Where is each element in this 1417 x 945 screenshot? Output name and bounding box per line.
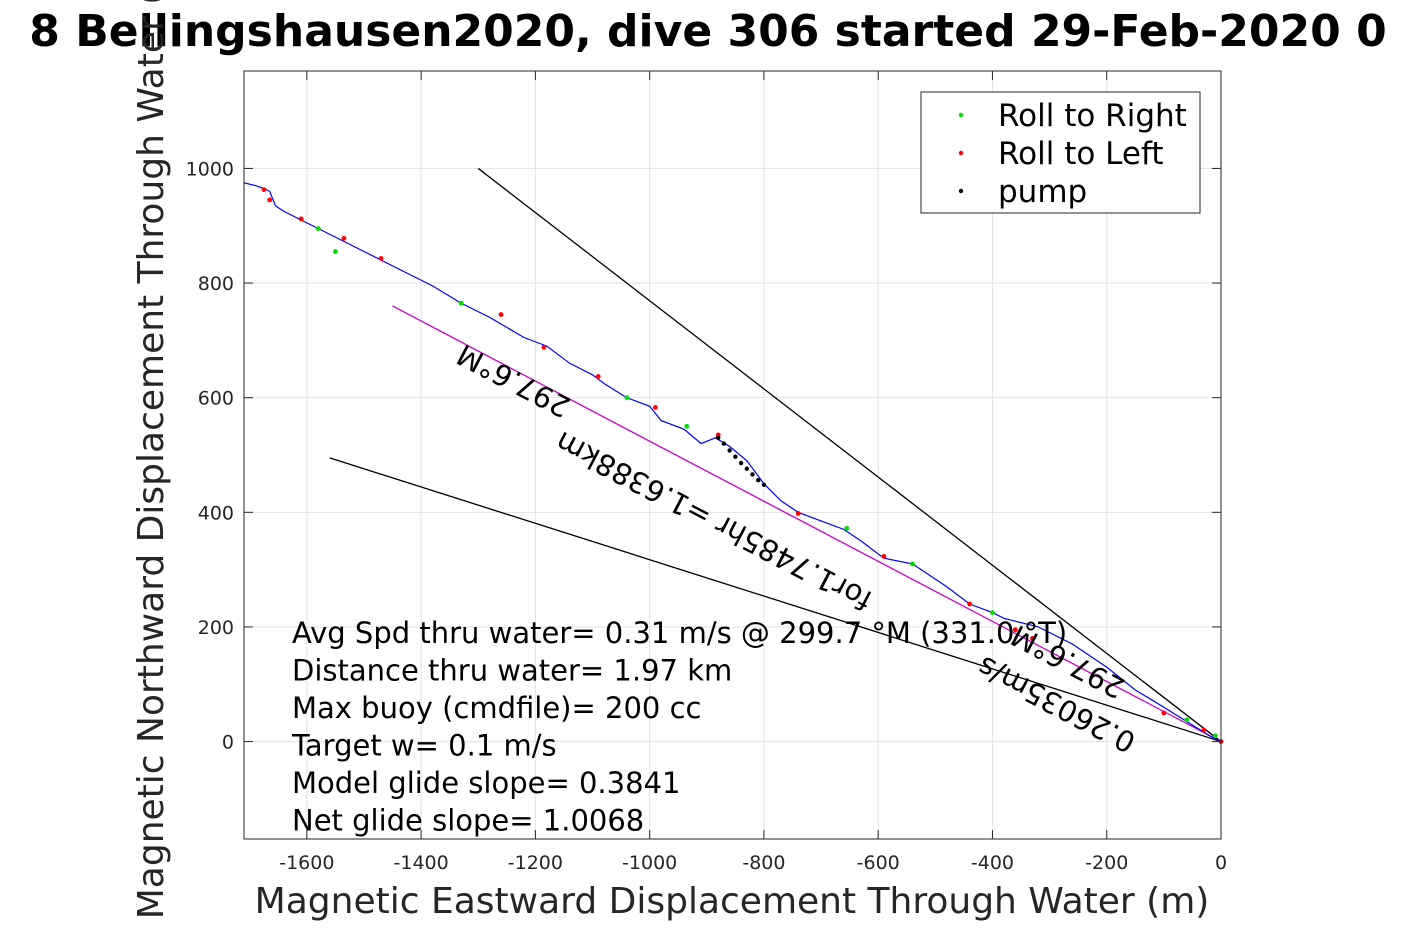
stats-line: Target w= 0.1 m/s	[291, 729, 557, 763]
pump-point	[733, 454, 738, 459]
stats-line: Net glide slope= 1.0068	[292, 804, 644, 838]
roll-right-point	[684, 423, 690, 429]
roll-right-point	[990, 610, 995, 616]
roll-left-point	[1030, 636, 1035, 641]
legend-label: pump	[998, 174, 1087, 210]
y-axis-title: Magnetic Northward Displacement Through …	[131, 0, 172, 919]
legend-marker	[958, 112, 964, 118]
roll-left-point	[298, 216, 304, 222]
roll-left-point	[498, 312, 504, 317]
roll-left-point	[341, 235, 347, 241]
roll-left-point	[378, 256, 384, 261]
pump-point	[716, 435, 721, 441]
y-tick-label: 0	[222, 732, 234, 754]
x-tick-label: -1600	[279, 852, 334, 874]
x-tick-label: -400	[971, 852, 1014, 874]
dive-track-line	[243, 182, 1222, 743]
stats-block: Avg Spd thru water= 0.31 m/s @ 299.7 °M …	[291, 616, 1067, 838]
pump-point	[727, 448, 732, 453]
x-tick-label: 0	[1215, 852, 1227, 874]
roll-left-point	[1201, 727, 1207, 733]
pump-point	[738, 460, 744, 466]
glide-lines	[329, 167, 1222, 743]
roll-right-point	[844, 525, 850, 531]
roll-left-point	[267, 197, 273, 203]
roll-left-point	[595, 374, 601, 379]
pump-point	[761, 482, 767, 488]
heading-line	[392, 305, 1222, 743]
pump-point	[750, 472, 755, 477]
stats-line: Distance thru water= 1.97 km	[292, 654, 732, 688]
roll-right-point	[333, 249, 338, 254]
pump-point	[756, 478, 761, 483]
axis-ticks: -1600 -1400 -1200 -1000 -800 -600 -400 -200 0 0 20…	[186, 71, 1227, 874]
pump-point	[744, 466, 749, 471]
roll-left-point	[881, 554, 887, 559]
stats-line: Max buoy (cmdfile)= 200 cc	[292, 691, 701, 725]
legend-marker	[958, 150, 964, 156]
roll-right-point	[1212, 733, 1218, 739]
roll-right-point	[624, 395, 630, 401]
roll-left-point	[541, 344, 547, 350]
roll-right-point	[1184, 717, 1190, 723]
x-tick-label: -600	[857, 852, 900, 874]
x-tick-label: -1000	[622, 852, 677, 874]
legend-label: Roll to Left	[998, 136, 1164, 172]
roll-left-point	[795, 511, 801, 516]
dive-track	[243, 182, 1222, 743]
chart-title: 8 Bellingshausen2020, dive 306 started 2…	[29, 6, 1386, 57]
plot-frame	[243, 70, 1222, 840]
y-tick-label: 800	[198, 273, 234, 295]
x-tick-label: -1200	[508, 852, 563, 874]
upper-glide-bound	[477, 167, 1222, 743]
y-tick-label: 400	[198, 502, 234, 524]
legend-label: Roll to Right	[998, 98, 1187, 134]
y-tick-label: 1000	[186, 158, 234, 180]
roll-right-point	[315, 226, 321, 232]
roll-points	[261, 187, 1224, 744]
legend-box	[920, 91, 1201, 214]
legend-marker	[958, 188, 964, 194]
x-tick-label: -800	[742, 852, 785, 874]
roll-right-point	[458, 300, 464, 306]
y-tick-label: 600	[198, 388, 234, 410]
x-axis-title: Magnetic Eastward Displacement Through W…	[255, 881, 1210, 922]
y-tick-label: 200	[198, 617, 234, 639]
lower-glide-bound	[329, 457, 1222, 743]
roll-left-point	[1012, 627, 1018, 633]
pump-point	[721, 441, 727, 446]
roll-right-point	[910, 561, 915, 567]
stats-line: Model glide slope= 0.3841	[292, 766, 680, 800]
roll-left-point	[261, 187, 267, 193]
roll-left-point	[1161, 710, 1167, 716]
x-tick-label: -200	[1085, 852, 1128, 874]
x-tick-label: -1400	[394, 852, 449, 874]
stats-line: Avg Spd thru water= 0.31 m/s @ 299.7 °M …	[292, 616, 1067, 650]
roll-left-point	[967, 601, 973, 607]
roll-left-point	[652, 405, 658, 410]
